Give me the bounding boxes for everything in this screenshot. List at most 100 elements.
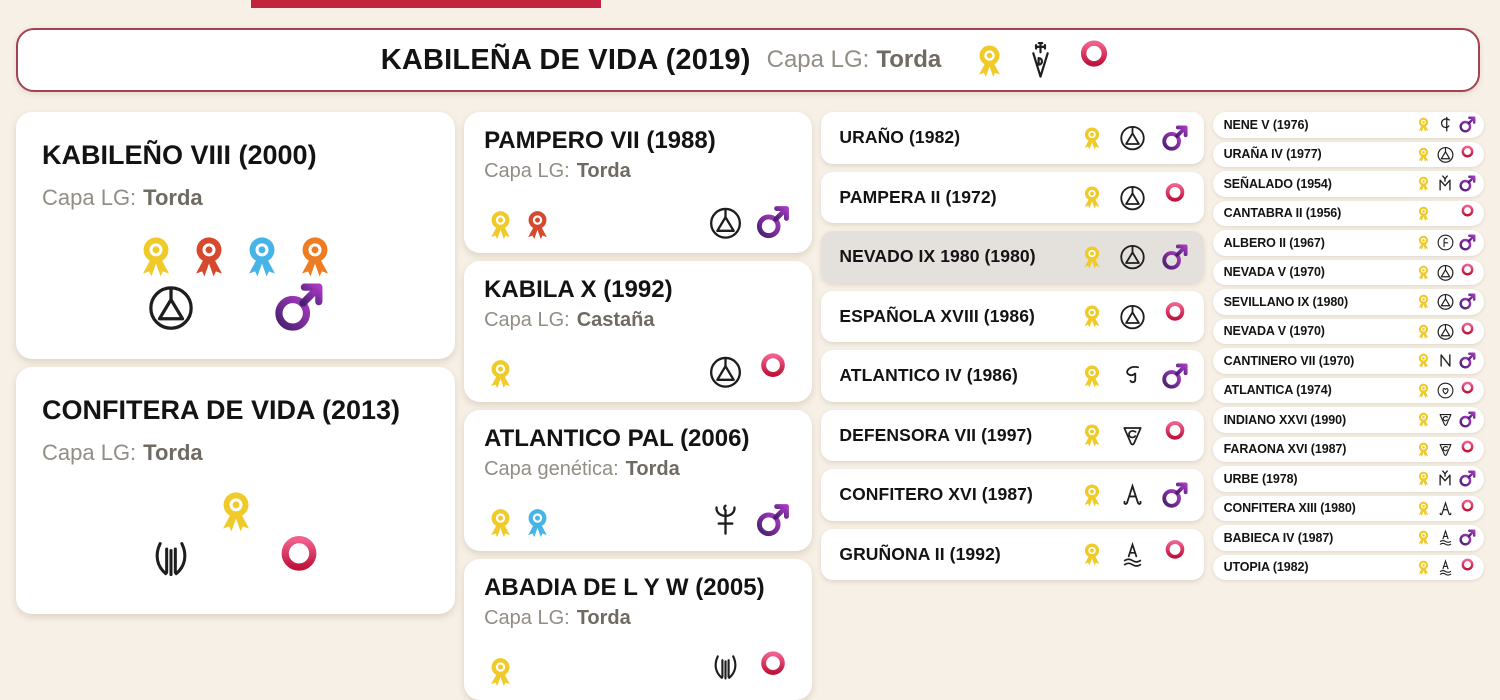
entity-name: KABILEÑO VIII (2000) [42, 140, 317, 170]
sex-slot [1160, 301, 1190, 331]
parents-column: KABILEÑO VIII (2000) Capa LG: Torda CONFI… [16, 112, 456, 614]
awards-slot [1415, 559, 1432, 576]
icons-cluster [1079, 539, 1190, 569]
entity-name: GRUÑONA II (1992) [839, 543, 1001, 564]
sex-slot [1458, 174, 1477, 193]
coat-value: Torda [143, 440, 203, 465]
parent-card-sire[interactable]: KABILEÑO VIII (2000) Capa LG: Torda [16, 112, 456, 359]
male-symbol-icon [1160, 123, 1190, 153]
brand-slot [1435, 528, 1455, 547]
great-great-grandparent-row[interactable]: ALBERO II (1967) [1212, 230, 1484, 256]
brand-circle-triangle-icon [1118, 183, 1147, 212]
sex-slot [1458, 292, 1477, 311]
award-rosette-icon [521, 208, 554, 241]
subject-icons [971, 39, 1115, 81]
great-great-grandparent-row[interactable]: NEVADA V (1970) [1212, 318, 1484, 344]
entity-name: CONFITERA XIII (1980) [1223, 501, 1356, 516]
grandparent-card[interactable]: PAMPERO VII (1988) Capa LG: Torda [464, 112, 813, 253]
brand-slot [1435, 558, 1455, 577]
great-grandparent-row[interactable]: PAMPERA II (1972) [821, 171, 1204, 223]
awards-slot [1415, 470, 1432, 487]
icons-cluster [1079, 242, 1190, 272]
great-great-grandparent-row[interactable]: ATLANTICA (1974) [1212, 377, 1484, 403]
sex-slot [1160, 480, 1190, 510]
award-rosette-icon [1415, 441, 1432, 458]
awards-slot [1415, 264, 1432, 281]
award-rosette-icon [484, 655, 517, 688]
entity-name: PAMPERA II (1972) [839, 186, 997, 207]
entity-name: UTOPIA (1982) [1223, 560, 1309, 575]
great-grandparent-row[interactable]: GRUÑONA II (1992) [821, 528, 1204, 580]
brand-lyre-icon [145, 536, 197, 588]
great-great-grandparent-row[interactable]: CANTABRA II (1956) [1212, 200, 1484, 226]
sex-slot [1458, 263, 1477, 282]
award-rosette-icon [484, 208, 517, 241]
icons-cluster [1079, 301, 1190, 331]
award-rosette-icon [1079, 541, 1105, 567]
great-great-grandparent-row[interactable]: INDIANO XXVI (1990) [1212, 407, 1484, 433]
coat-label: Capa LG: [42, 185, 137, 210]
grandparent-card[interactable]: ABADIA DE L Y W (2005) Capa LG: Torda [464, 559, 813, 700]
male-symbol-icon [271, 279, 327, 335]
awards-slot [1415, 500, 1432, 517]
sex-slot [1160, 123, 1190, 153]
female-symbol-icon [1160, 301, 1190, 331]
sex-slot [1160, 420, 1190, 450]
great-great-grandparent-row[interactable]: BABIECA IV (1987) [1212, 525, 1484, 551]
great-great-grandparent-row[interactable]: SEVILLANO IX (1980) [1212, 289, 1484, 315]
subject-card[interactable]: KABILEÑA DE VIDA (2019) Capa LG: Torda [16, 28, 1480, 92]
female-symbol-icon [1160, 420, 1190, 450]
great-great-grandparent-row[interactable]: CANTINERO VII (1970) [1212, 348, 1484, 374]
great-great-grandparent-row[interactable]: URBE (1978) [1212, 466, 1484, 492]
great-grandparent-row[interactable]: ATLANTICO IV (1986) [821, 350, 1204, 402]
award-rosette-icon [1415, 234, 1432, 251]
great-grandparent-row[interactable]: ESPAÑOLA XVIII (1986) [821, 290, 1204, 342]
icons-cluster [1079, 361, 1190, 391]
great-grandparent-row[interactable]: URAÑO (1982) [821, 112, 1204, 164]
grandparents-column: PAMPERO VII (1988) Capa LG: Torda KABILA … [464, 112, 813, 700]
great-great-grandparent-row[interactable]: UTOPIA (1982) [1212, 554, 1484, 580]
entity-name: DEFENSORA VII (1997) [839, 424, 1033, 445]
great-great-grandparent-row[interactable]: URAÑA IV (1977) [1212, 141, 1484, 167]
great-great-grandparent-row[interactable]: NEVADA V (1970) [1212, 259, 1484, 285]
parent-card-dam[interactable]: CONFITERA DE VIDA (2013) Capa LG: Torda [16, 367, 456, 614]
icons-cluster [1415, 528, 1477, 547]
great-great-grandparent-row[interactable]: NENE V (1976) [1212, 112, 1484, 138]
awards-slot [1415, 352, 1432, 369]
sex-slot [1458, 440, 1477, 459]
award-rosette-icon [1079, 422, 1105, 448]
brand-a-curls-icon [1118, 480, 1147, 509]
icons-row [484, 203, 792, 241]
icons-cluster [1079, 420, 1190, 450]
sex-slot [754, 650, 792, 688]
sex-slot [1458, 322, 1477, 341]
great-grandparent-row[interactable]: DEFENSORA VII (1997) [821, 409, 1204, 461]
grandparent-card[interactable]: ATLANTICO PAL (2006) Capa genética: Torda [464, 410, 813, 551]
great-great-grandparent-row[interactable]: SEÑALADO (1954) [1212, 171, 1484, 197]
coat-label: Capa LG: [484, 607, 570, 629]
great-grandparent-row[interactable]: CONFITERO XVI (1987) [821, 469, 1204, 521]
great-great-grandparent-row[interactable]: FARAONA XVI (1987) [1212, 436, 1484, 462]
great-great-grandparent-row[interactable]: CONFITERA XIII (1980) [1212, 495, 1484, 521]
brand-hook-icon [1118, 361, 1147, 390]
awards-slot [484, 506, 554, 539]
awards-slot [484, 357, 517, 390]
brand-slot [1435, 263, 1455, 282]
entity-name: URAÑA IV (1977) [1223, 147, 1322, 162]
male-symbol-icon [1458, 115, 1477, 134]
grandparent-card[interactable]: KABILA X (1992) Capa LG: Castaña [464, 261, 813, 402]
sex-slot [271, 279, 327, 335]
brand-slot [1435, 410, 1455, 429]
female-symbol-icon [1458, 322, 1477, 341]
award-rosette-icon [1415, 116, 1432, 133]
entity-name: CONFITERA DE VIDA (2013) [42, 395, 401, 425]
awards-slot [971, 42, 1008, 79]
entity-name: URBE (1978) [1223, 471, 1298, 486]
coat-value: Castaña [576, 309, 655, 331]
great-grandparent-row[interactable]: NEVADO IX 1980 (1980) [821, 231, 1204, 283]
sex-slot [1160, 182, 1190, 212]
brand-slot [1435, 322, 1455, 341]
entity-coat: Capa LG: Castaña [484, 309, 792, 332]
award-rosette-icon [1079, 363, 1105, 389]
male-symbol-icon [1160, 242, 1190, 272]
